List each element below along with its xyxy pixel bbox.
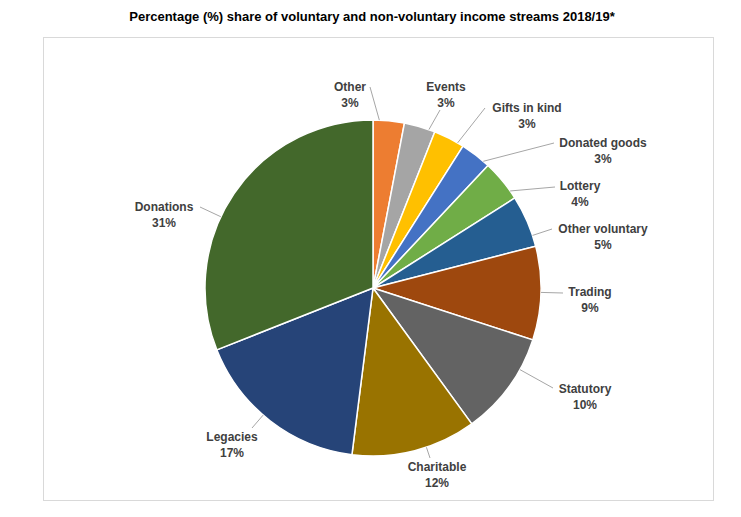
leader-line: [252, 415, 263, 428]
value-label: 3%: [341, 96, 359, 110]
category-label: Trading: [568, 285, 611, 299]
background: [0, 0, 741, 517]
value-label: 9%: [581, 301, 599, 315]
category-label: Other: [334, 80, 366, 94]
value-label: 12%: [425, 476, 449, 490]
leader-line: [510, 187, 555, 191]
category-label: Lottery: [560, 179, 601, 193]
value-label: 31%: [152, 216, 176, 230]
category-label: Donations: [135, 200, 194, 214]
chart-svg: Percentage (%) share of voluntary and no…: [0, 0, 741, 517]
leader-line: [483, 143, 554, 161]
chart-container: Percentage (%) share of voluntary and no…: [0, 0, 741, 517]
pie-slice: [205, 120, 373, 350]
leader-line: [533, 229, 552, 235]
value-label: 5%: [594, 238, 612, 252]
chart-title: Percentage (%) share of voluntary and no…: [129, 9, 615, 24]
data-labels: Other 3% Events 3% Gifts in kind 3% Donated go…: [135, 80, 648, 490]
value-label: 17%: [220, 446, 244, 460]
leader-line: [429, 110, 440, 130]
category-label: Donated goods: [559, 136, 647, 150]
leader-line: [541, 292, 563, 294]
category-label: Events: [426, 80, 466, 94]
category-label: Statutory: [559, 382, 612, 396]
leader-line: [520, 370, 553, 388]
leader-line: [458, 108, 485, 143]
value-label: 4%: [571, 195, 589, 209]
value-label: 10%: [573, 398, 597, 412]
leader-lines: [200, 87, 563, 458]
leader-line: [370, 87, 379, 120]
category-label: Other voluntary: [558, 222, 648, 236]
category-label: Legacies: [206, 430, 258, 444]
value-label: 3%: [518, 117, 536, 131]
leader-line: [200, 207, 221, 217]
slices: [205, 120, 541, 456]
leader-line: [426, 447, 430, 458]
value-label: 3%: [594, 152, 612, 166]
chart-frame: [44, 38, 714, 501]
category-label: Gifts in kind: [492, 101, 561, 115]
category-label: Charitable: [408, 460, 467, 474]
value-label: 3%: [437, 96, 455, 110]
